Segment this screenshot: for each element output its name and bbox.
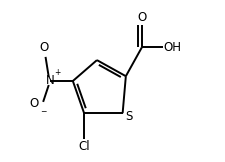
Text: OH: OH: [163, 41, 181, 54]
Text: S: S: [124, 110, 132, 123]
Text: −: −: [40, 108, 46, 116]
Text: N: N: [46, 75, 54, 87]
Text: O: O: [30, 97, 39, 110]
Text: O: O: [137, 11, 146, 24]
Text: Cl: Cl: [78, 140, 90, 153]
Text: O: O: [39, 41, 48, 54]
Text: +: +: [54, 68, 60, 76]
